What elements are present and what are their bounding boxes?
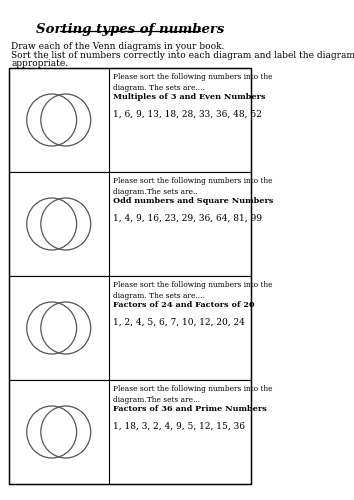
Text: Sorting types of numbers: Sorting types of numbers: [36, 23, 224, 36]
Text: Please sort the following numbers into the
diagram.The sets are...: Please sort the following numbers into t…: [113, 385, 273, 404]
Bar: [9, 68, 251, 484]
Text: Factors of 36 and Prime Numbers: Factors of 36 and Prime Numbers: [113, 405, 267, 413]
Bar: [9, 380, 251, 484]
Text: Please sort the following numbers into the
diagram.The sets are..: Please sort the following numbers into t…: [113, 177, 273, 196]
Text: appropriate.: appropriate.: [11, 59, 68, 68]
Bar: [9, 172, 251, 276]
Text: Odd numbers and Square Numbers: Odd numbers and Square Numbers: [113, 197, 273, 205]
Text: 1, 18, 3, 2, 4, 9, 5, 12, 15, 36: 1, 18, 3, 2, 4, 9, 5, 12, 15, 36: [113, 422, 245, 431]
Bar: [9, 68, 251, 172]
Text: Draw each of the Venn diagrams in your book.: Draw each of the Venn diagrams in your b…: [11, 42, 224, 51]
Bar: [9, 276, 251, 380]
Text: Please sort the following numbers into the
diagram. The sets are....: Please sort the following numbers into t…: [113, 281, 273, 300]
Text: Multiples of 3 and Even Numbers: Multiples of 3 and Even Numbers: [113, 93, 266, 101]
Text: Factors of 24 and Factors of 20: Factors of 24 and Factors of 20: [113, 301, 255, 309]
Text: 1, 2, 4, 5, 6, 7, 10, 12, 20, 24: 1, 2, 4, 5, 6, 7, 10, 12, 20, 24: [113, 318, 245, 327]
Text: 1, 4, 9, 16, 23, 29, 36, 64, 81, 99: 1, 4, 9, 16, 23, 29, 36, 64, 81, 99: [113, 214, 262, 223]
Text: Sort the list of numbers correctly into each diagram and label the diagram as: Sort the list of numbers correctly into …: [11, 51, 354, 60]
Text: 1, 6, 9, 13, 18, 28, 33, 36, 48, 52: 1, 6, 9, 13, 18, 28, 33, 36, 48, 52: [113, 110, 262, 119]
Text: Please sort the following numbers into the
diagram. The sets are....: Please sort the following numbers into t…: [113, 73, 273, 92]
